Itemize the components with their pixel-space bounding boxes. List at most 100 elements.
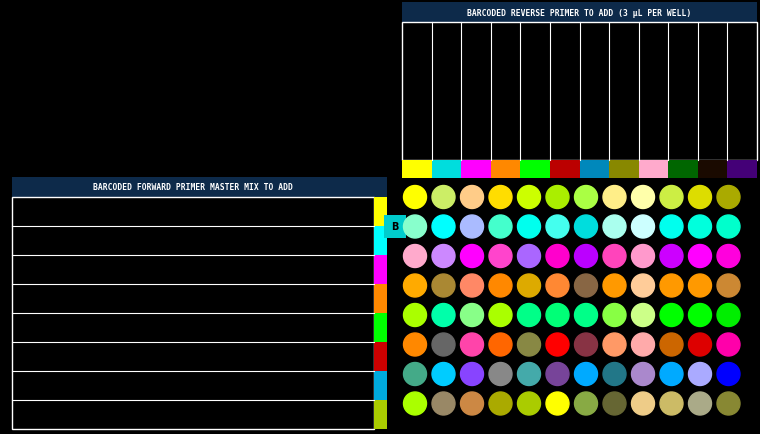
Text: B: B <box>391 222 399 232</box>
Circle shape <box>518 392 540 415</box>
Circle shape <box>632 245 654 268</box>
FancyBboxPatch shape <box>374 197 387 227</box>
Circle shape <box>632 186 654 209</box>
Circle shape <box>575 245 597 268</box>
Circle shape <box>489 216 512 238</box>
Circle shape <box>489 333 512 356</box>
Circle shape <box>518 333 540 356</box>
Circle shape <box>404 392 426 415</box>
Circle shape <box>689 363 711 386</box>
Circle shape <box>575 216 597 238</box>
Circle shape <box>404 186 426 209</box>
Circle shape <box>489 186 512 209</box>
Circle shape <box>489 392 512 415</box>
Circle shape <box>432 304 455 327</box>
Circle shape <box>489 274 512 297</box>
Circle shape <box>632 392 654 415</box>
Circle shape <box>404 304 426 327</box>
Circle shape <box>489 304 512 327</box>
Circle shape <box>689 216 711 238</box>
FancyBboxPatch shape <box>521 161 550 178</box>
FancyBboxPatch shape <box>12 197 374 429</box>
FancyBboxPatch shape <box>402 161 432 178</box>
FancyBboxPatch shape <box>698 161 727 178</box>
Circle shape <box>518 216 540 238</box>
Circle shape <box>518 304 540 327</box>
Circle shape <box>717 274 740 297</box>
FancyBboxPatch shape <box>638 161 668 178</box>
Circle shape <box>717 363 740 386</box>
FancyBboxPatch shape <box>668 161 698 178</box>
Circle shape <box>717 216 740 238</box>
Circle shape <box>632 363 654 386</box>
Circle shape <box>461 216 483 238</box>
Circle shape <box>717 186 740 209</box>
FancyBboxPatch shape <box>374 256 387 284</box>
Circle shape <box>660 186 683 209</box>
Circle shape <box>546 363 569 386</box>
Circle shape <box>660 304 683 327</box>
Circle shape <box>603 274 626 297</box>
Circle shape <box>546 245 569 268</box>
Circle shape <box>575 274 597 297</box>
FancyBboxPatch shape <box>384 216 406 238</box>
Circle shape <box>461 245 483 268</box>
Circle shape <box>689 186 711 209</box>
Circle shape <box>546 392 569 415</box>
Circle shape <box>717 245 740 268</box>
FancyBboxPatch shape <box>609 161 638 178</box>
Circle shape <box>489 363 512 386</box>
Circle shape <box>717 333 740 356</box>
Circle shape <box>518 186 540 209</box>
Circle shape <box>518 245 540 268</box>
Circle shape <box>575 333 597 356</box>
Circle shape <box>404 216 426 238</box>
Circle shape <box>432 392 455 415</box>
Circle shape <box>546 274 569 297</box>
Circle shape <box>603 216 626 238</box>
FancyBboxPatch shape <box>374 313 387 342</box>
FancyBboxPatch shape <box>461 161 491 178</box>
FancyBboxPatch shape <box>491 161 521 178</box>
Circle shape <box>404 333 426 356</box>
Circle shape <box>717 304 740 327</box>
Circle shape <box>632 304 654 327</box>
FancyBboxPatch shape <box>374 227 387 256</box>
Circle shape <box>660 392 683 415</box>
Circle shape <box>546 304 569 327</box>
Circle shape <box>432 274 455 297</box>
Circle shape <box>603 186 626 209</box>
Circle shape <box>603 392 626 415</box>
Circle shape <box>461 274 483 297</box>
Circle shape <box>546 333 569 356</box>
Circle shape <box>518 274 540 297</box>
Circle shape <box>461 333 483 356</box>
Circle shape <box>689 392 711 415</box>
Circle shape <box>603 333 626 356</box>
FancyBboxPatch shape <box>550 161 579 178</box>
Circle shape <box>575 186 597 209</box>
Circle shape <box>546 216 569 238</box>
Circle shape <box>660 333 683 356</box>
FancyBboxPatch shape <box>402 3 757 23</box>
Circle shape <box>689 333 711 356</box>
Circle shape <box>489 245 512 268</box>
Circle shape <box>717 392 740 415</box>
FancyBboxPatch shape <box>374 371 387 400</box>
Circle shape <box>461 304 483 327</box>
Circle shape <box>461 392 483 415</box>
FancyBboxPatch shape <box>432 161 461 178</box>
Circle shape <box>461 186 483 209</box>
Circle shape <box>603 245 626 268</box>
Circle shape <box>660 274 683 297</box>
FancyBboxPatch shape <box>374 400 387 429</box>
FancyBboxPatch shape <box>727 161 757 178</box>
Text: BARCODED FORWARD PRIMER MASTER MIX TO ADD: BARCODED FORWARD PRIMER MASTER MIX TO AD… <box>93 183 293 192</box>
Circle shape <box>632 274 654 297</box>
Circle shape <box>689 245 711 268</box>
Circle shape <box>660 363 683 386</box>
FancyBboxPatch shape <box>374 284 387 313</box>
Circle shape <box>432 333 455 356</box>
FancyBboxPatch shape <box>374 342 387 371</box>
Circle shape <box>603 363 626 386</box>
